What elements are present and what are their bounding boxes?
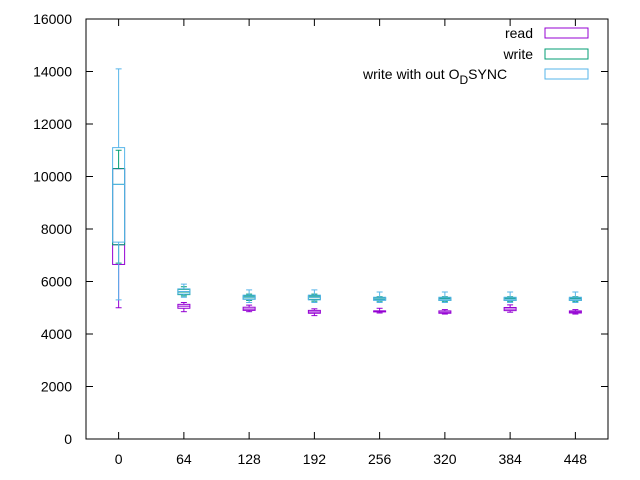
y-tick-label: 10000 — [33, 169, 72, 185]
box-read — [503, 304, 517, 313]
legend-text: write — [502, 46, 533, 62]
y-tick-label: 16000 — [33, 11, 72, 27]
box-read — [242, 304, 256, 313]
legend-swatch-write_nosync — [544, 68, 589, 80]
legend-swatch-write — [544, 48, 589, 60]
box-write-with-out-o_d-sync — [568, 291, 582, 303]
axes: 0 2000 4000 6000 8000 10000 12000 14000 16000 0 64… — [33, 11, 608, 467]
box-write-with-out-o_d-sync — [438, 291, 452, 303]
box-read — [438, 309, 452, 315]
plot-area — [112, 68, 582, 317]
y-tick-label: 4000 — [41, 326, 72, 342]
box-read — [568, 309, 582, 315]
x-tick-label: 320 — [433, 451, 457, 467]
x-tick-label: 448 — [564, 451, 588, 467]
box-write-with-out-o_d-sync — [373, 291, 387, 303]
y-tick-label: 6000 — [41, 274, 72, 290]
box-write-with-out-o_d-sync — [177, 283, 191, 298]
x-tick-label: 192 — [303, 451, 327, 467]
plot-frame — [85, 18, 609, 440]
box-read — [373, 307, 387, 314]
box-write-with-out-o_d-sync — [242, 289, 256, 303]
box-write-with-out-o_d-sync — [503, 291, 517, 303]
y-tick-label: 8000 — [41, 221, 72, 237]
x-tick-label: 64 — [176, 451, 192, 467]
box-write-with-out-o_d-sync — [112, 68, 126, 301]
x-tick-label: 0 — [115, 451, 123, 467]
legend-swatch-read — [544, 27, 589, 39]
x-tick-label: 384 — [498, 451, 522, 467]
y-tick-label: 12000 — [33, 116, 72, 132]
legend-label-write: write — [502, 46, 533, 62]
legend-text-after: SYNC — [468, 66, 507, 82]
y-tick-label: 14000 — [33, 64, 72, 80]
box-write-with-out-o_d-sync — [307, 289, 321, 303]
legend-text: read — [505, 25, 533, 41]
legend-subscript: D — [459, 73, 468, 87]
legend: read write write with out ODSYNC — [362, 25, 589, 87]
legend-text: write with out O — [362, 66, 460, 82]
legend-label-read: read — [505, 25, 533, 41]
y-tick-label: 2000 — [41, 379, 72, 395]
x-tick-label: 256 — [368, 451, 392, 467]
legend-label-write_nosync: write with out ODSYNC — [362, 66, 507, 87]
box-read — [307, 308, 321, 317]
box-iqr — [112, 168, 126, 246]
x-tick-label: 128 — [237, 451, 261, 467]
y-tick-label: 0 — [64, 431, 72, 447]
box-read — [177, 302, 191, 313]
box-iqr — [112, 147, 126, 243]
